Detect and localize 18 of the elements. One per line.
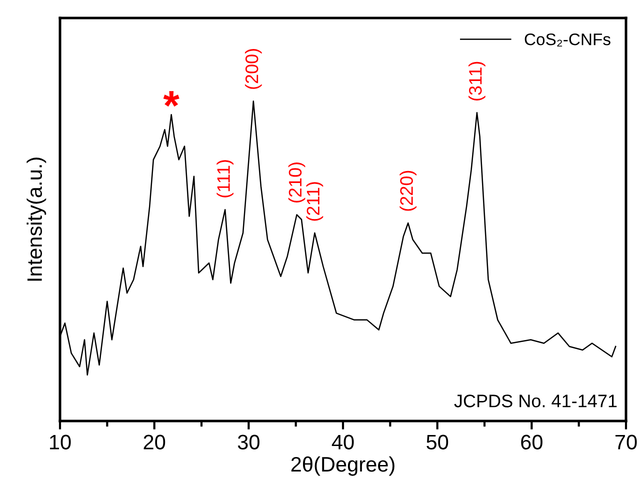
x-tick-label: 40 bbox=[332, 434, 354, 450]
annotation: (220) bbox=[400, 170, 416, 211]
annotation: (211) bbox=[306, 182, 324, 221]
x-tick-label: 50 bbox=[426, 434, 448, 450]
x-tick-label: 70 bbox=[615, 434, 637, 450]
annotation: (210) bbox=[288, 162, 306, 202]
x-tick-label: 30 bbox=[238, 434, 260, 450]
annotation: (200) bbox=[244, 49, 262, 89]
annotation: (111) bbox=[216, 160, 234, 198]
x-tick-label: 60 bbox=[521, 434, 542, 450]
annotation: (311) bbox=[468, 62, 486, 100]
x-axis-title: 2θ(Degree) bbox=[291, 456, 394, 476]
legend-label: CoS₂-CNFs bbox=[524, 33, 610, 47]
y-axis-title: Intensity(a.u.) bbox=[26, 158, 46, 281]
x-tick-label: 20 bbox=[144, 434, 166, 450]
x-tick-label: 10 bbox=[50, 434, 71, 450]
annotation: JCPDS No. 41-1471 bbox=[454, 394, 617, 408]
annotation: * bbox=[163, 91, 180, 107]
